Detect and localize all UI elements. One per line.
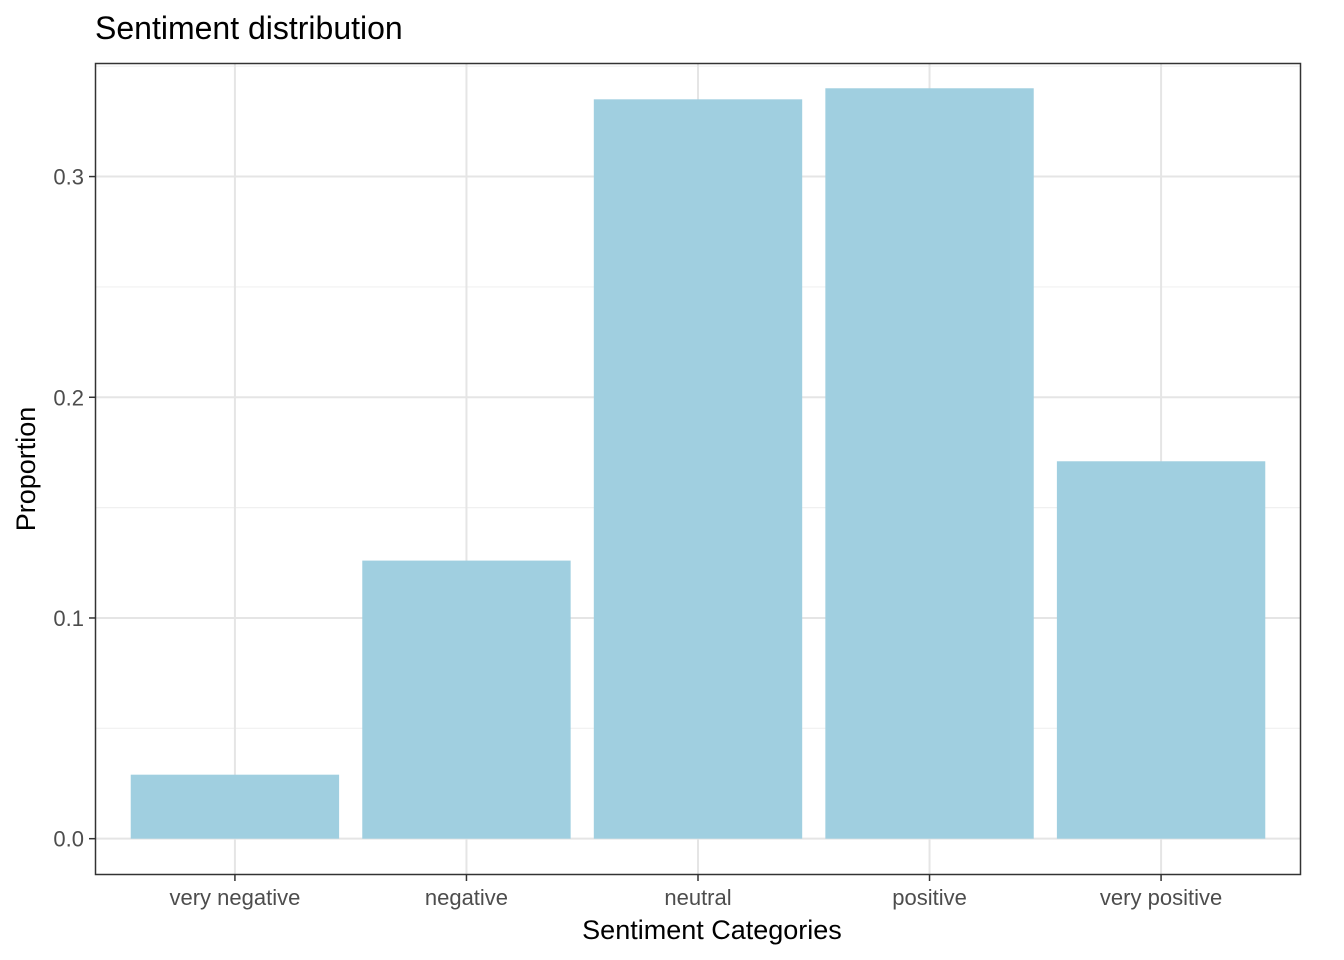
x-axis-title: Sentiment Categories — [582, 915, 842, 945]
bar-neutral — [593, 99, 803, 839]
y-axis: 0.0 0.1 0.2 0.3 — [53, 165, 96, 852]
bar-very-negative — [130, 774, 340, 839]
x-axis: very negative negative neutral positive very… — [169, 874, 1222, 910]
x-tick-label: neutral — [664, 885, 731, 910]
x-tick-label: very positive — [1100, 885, 1222, 910]
chart-title: Sentiment distribution — [95, 10, 403, 46]
y-tick-label: 0.1 — [53, 606, 84, 631]
y-tick-label: 0.2 — [53, 385, 84, 410]
y-tick-label: 0.3 — [53, 165, 84, 190]
bar-very-positive — [1056, 461, 1266, 839]
x-tick-label: very negative — [169, 885, 300, 910]
x-tick-label: negative — [425, 885, 508, 910]
bar-positive — [825, 88, 1034, 839]
bars — [130, 88, 1266, 839]
y-axis-title: Proportion — [11, 407, 41, 532]
y-tick-label: 0.0 — [53, 827, 84, 852]
bar-negative — [362, 560, 571, 839]
x-tick-label: positive — [892, 885, 967, 910]
